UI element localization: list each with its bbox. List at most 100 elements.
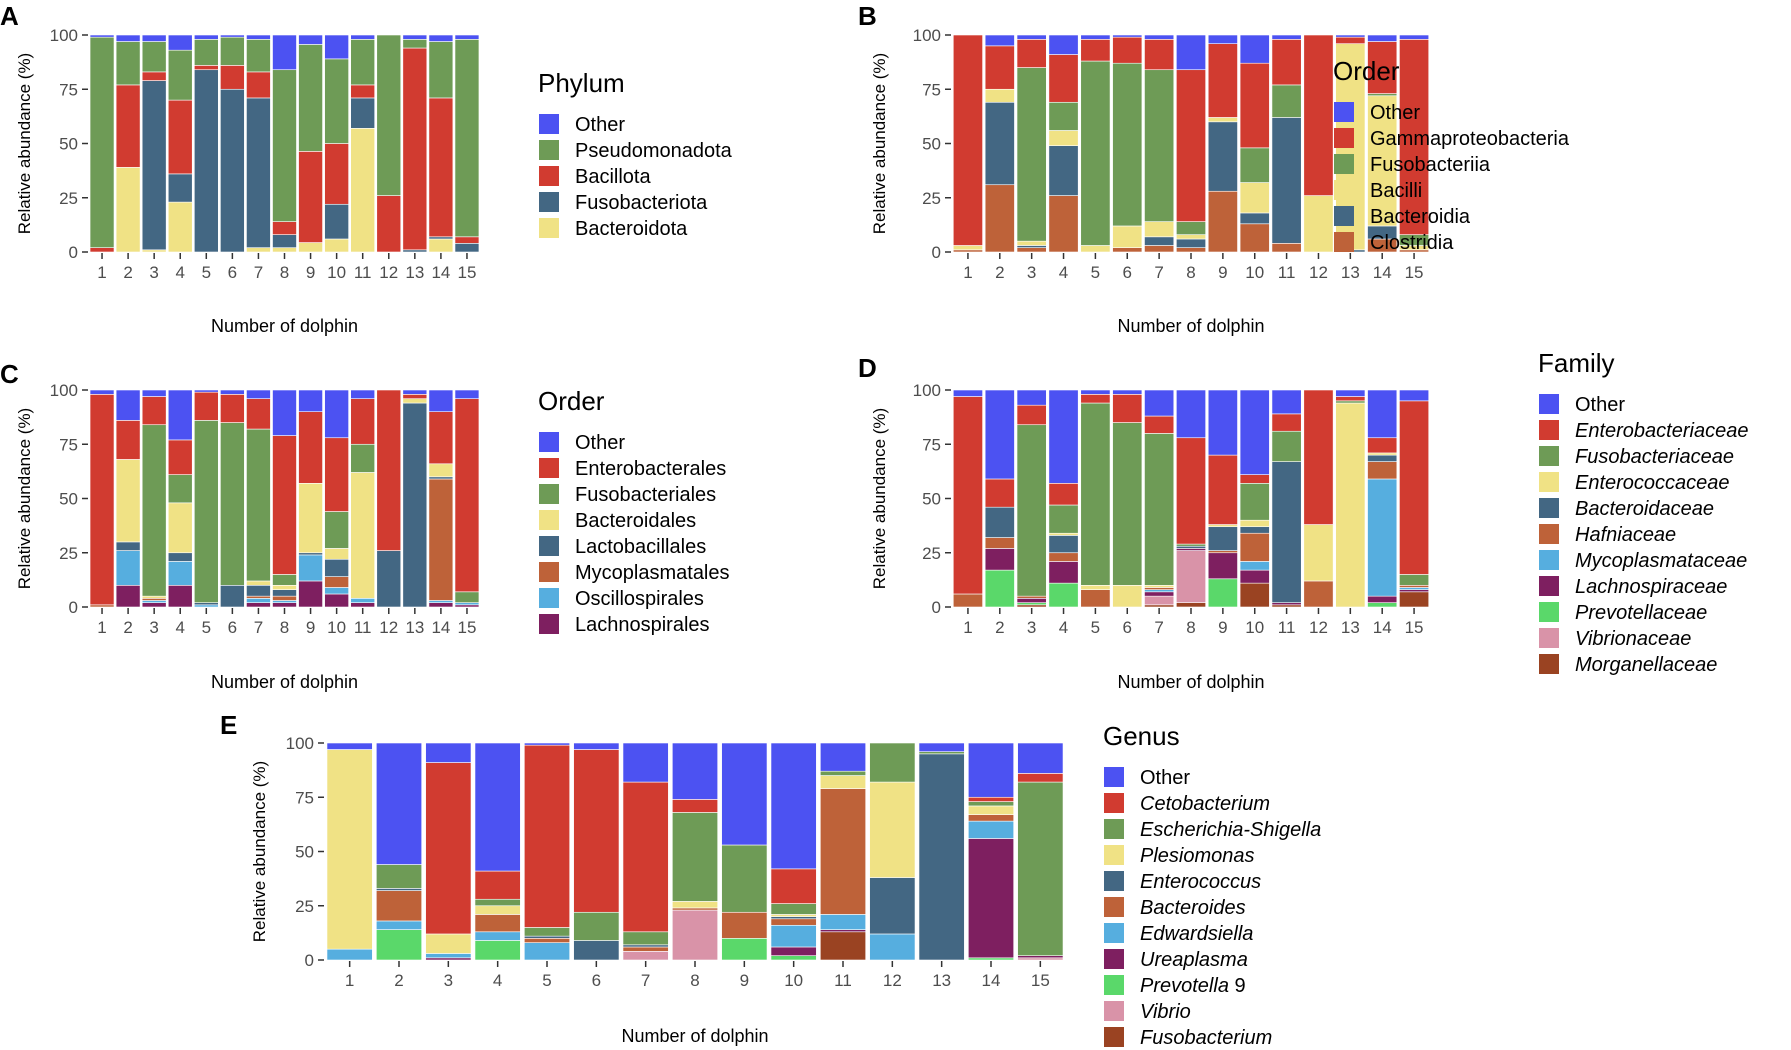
bar-segment-lactobacillales <box>246 584 271 597</box>
x-tick-label: 12 <box>1309 263 1328 282</box>
bar-segment-other <box>770 742 817 870</box>
bar-segment-enterococcus <box>376 888 422 891</box>
bar-segment-bacteroides <box>820 788 866 915</box>
legend-label-text: Other <box>575 432 625 454</box>
bar-segment-pseudomonadota <box>115 41 141 86</box>
bar-segment-edwardsiella <box>770 924 817 948</box>
legend-swatch <box>1334 206 1354 226</box>
bar-segment-bacteroidaceae <box>1367 454 1398 462</box>
bar-dolphin-11 <box>820 742 866 961</box>
bar-segment-pseudomonadota <box>89 36 115 248</box>
bar-dolphin-8 <box>272 389 297 608</box>
bar-segment-fusobacteriota <box>246 97 271 248</box>
bar-segment-other <box>721 742 768 846</box>
legend-label: Clostridia <box>1370 232 1454 254</box>
bar-segment-bacillota <box>141 71 167 81</box>
legend-item-enterococcaceae: Enterococcaceae <box>1539 472 1730 494</box>
legend-item-bacteroidales: Bacteroidales <box>539 510 696 532</box>
legend-item-vibrionaceae: Vibrionaceae <box>1539 628 1691 650</box>
x-tick-label: 3 <box>149 263 158 282</box>
bar-segment-enterococcaceae <box>1367 452 1398 456</box>
bar-segment-cetobacterium <box>573 749 620 913</box>
y-tick-label: 50 <box>59 490 78 509</box>
bar-segment-enterobacterales <box>141 396 167 426</box>
bar-segment-enterobacterales <box>298 411 323 484</box>
bar-segment-prevotellaceae <box>984 569 1015 608</box>
bar-dolphin-10 <box>1239 34 1270 253</box>
bar-dolphin-3 <box>1016 34 1047 253</box>
x-tick-label: 8 <box>280 263 289 282</box>
legend-item-other: Other <box>1104 767 1190 789</box>
legend-swatch <box>1539 498 1559 518</box>
bar-segment-enterococcaceae <box>1335 402 1366 608</box>
bar-segment-lactobacillales <box>324 558 349 577</box>
legend-label: Pseudomonadota <box>575 140 733 162</box>
bar-segment-lachnospiraceae <box>1399 589 1430 593</box>
bar-dolphin-7 <box>246 389 271 608</box>
legend-label: Oscillospirales <box>575 588 704 610</box>
legend-label-text: Lachnospiraceae <box>1575 576 1727 598</box>
bar-segment-other <box>324 34 349 60</box>
bar-segment-fusobacteriaceae <box>1016 424 1047 597</box>
bar-segment-fusobacteriales <box>272 574 297 586</box>
bar-dolphin-6 <box>220 34 245 253</box>
bar-segment-bacilli <box>952 245 983 251</box>
bar-segment-enterobacterales <box>272 435 297 575</box>
bar-dolphin-5 <box>194 389 219 608</box>
legend-label: Bacteroidota <box>575 218 688 240</box>
legend-swatch <box>1334 128 1354 148</box>
bar-segment-hafniaceae <box>1239 532 1270 562</box>
bar-dolphin-1 <box>326 742 373 961</box>
bar-segment-mycoplasmatales <box>324 576 349 588</box>
panel-label: C <box>0 359 19 389</box>
bar-segment-prevotella <box>968 957 1014 961</box>
bar-segment-edwardsiella <box>968 820 1014 839</box>
y-axis-title: Relative abundance (%) <box>870 408 889 589</box>
bar-segment-bacteroidota <box>298 242 323 253</box>
legend-label-text: Clostridia <box>1370 232 1454 254</box>
bar-segment-mycoplasmatales <box>246 595 271 599</box>
x-tick-label: 13 <box>1341 618 1360 637</box>
legend-label-text: Hafniaceae <box>1575 524 1676 546</box>
x-tick-label: 15 <box>1405 618 1424 637</box>
bar-segment-bacteroides <box>968 814 1014 822</box>
bar-dolphin-11 <box>350 34 375 253</box>
bar-segment-enterobacterales <box>376 389 402 551</box>
bar-segment-oscillospirales <box>428 600 454 603</box>
bar-segment-ureaplasma <box>1017 955 1064 959</box>
bar-segment-escherichia-shigella <box>869 742 916 783</box>
bar-segment-enterobacteriaceae <box>1399 400 1430 575</box>
bar-dolphin-9 <box>721 742 768 961</box>
legend-label: Bacteroides <box>1140 897 1246 919</box>
x-tick-label: 7 <box>254 618 263 637</box>
bar-segment-vibrionaceae <box>1176 550 1206 603</box>
y-axis: 0 25 50 75 100 <box>913 26 951 262</box>
x-tick-label: 15 <box>458 263 477 282</box>
bar-segment-fusobacteriia <box>1016 67 1047 242</box>
legend-swatch <box>1539 394 1559 414</box>
bar-dolphin-12 <box>376 34 402 253</box>
bar-dolphin-4 <box>167 34 193 253</box>
bar-segment-other <box>425 742 472 763</box>
bar-segment-edwardsiella <box>376 920 422 930</box>
bar-segment-enterobacteriaceae <box>952 396 983 595</box>
bar-dolphin-6 <box>1112 389 1143 608</box>
bar-segment-vibrio <box>1017 957 1064 961</box>
x-tick-label: 6 <box>1123 263 1132 282</box>
legend-label: Enterococcaceae <box>1575 472 1730 494</box>
bar-segment-enterococcus <box>573 940 620 961</box>
bar-segment-enterobacteriaceae <box>1271 413 1302 432</box>
bar-segment-lactobacillales <box>428 476 454 480</box>
bar-segment-other <box>194 34 219 40</box>
bar-segment-fusobacteriia <box>1239 147 1270 183</box>
legend: Genus Other Cetobacterium Escherichia-Shige… <box>1103 721 1321 1049</box>
bar-segment-gammaproteobacteria <box>1016 39 1047 68</box>
bar-segment-fusobacteriota <box>454 243 480 253</box>
x-tick-label: 1 <box>963 618 972 637</box>
bar-segment-bacteroides <box>474 914 521 933</box>
bar-dolphin-5 <box>194 34 219 253</box>
bar-segment-fusobacteriales <box>141 424 167 597</box>
bar-segment-bacillota <box>428 97 454 238</box>
